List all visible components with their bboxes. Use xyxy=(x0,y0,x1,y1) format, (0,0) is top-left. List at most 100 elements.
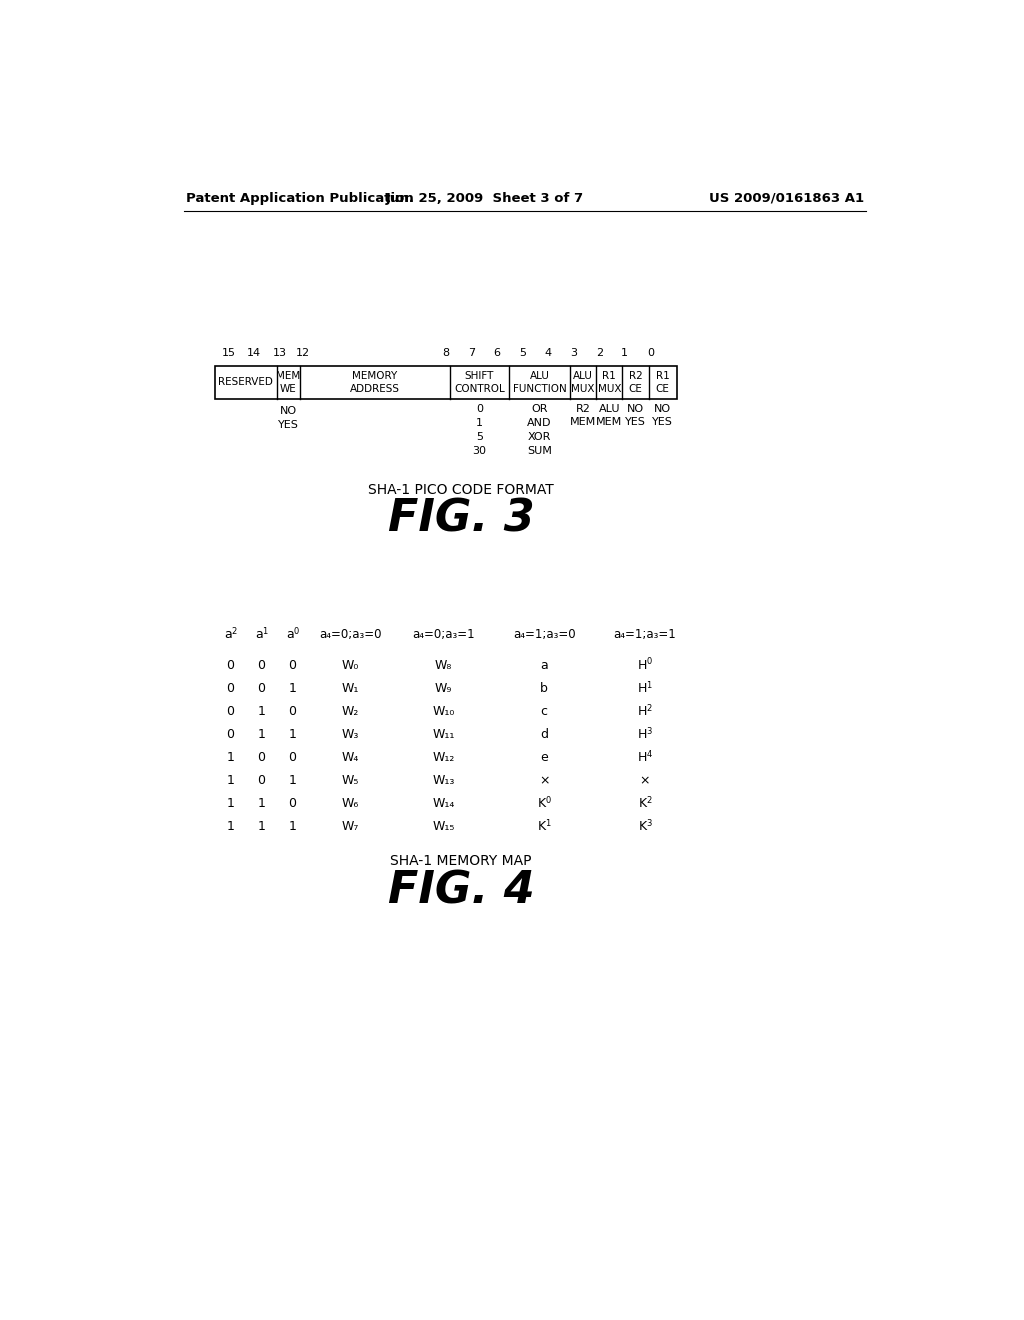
Text: 15: 15 xyxy=(222,348,236,358)
Text: K: K xyxy=(538,797,546,810)
Text: 0: 0 xyxy=(226,705,234,718)
Text: 0: 0 xyxy=(546,796,551,805)
Text: 14: 14 xyxy=(247,348,261,358)
Text: 3: 3 xyxy=(646,820,651,828)
Text: Patent Application Publication: Patent Application Publication xyxy=(186,191,414,205)
Text: a₄=0;a₃=1: a₄=0;a₃=1 xyxy=(412,628,475,640)
Text: 13: 13 xyxy=(273,348,287,358)
Text: SUM: SUM xyxy=(527,446,552,455)
Text: 1: 1 xyxy=(226,820,234,833)
Text: a: a xyxy=(286,628,294,640)
Text: 0: 0 xyxy=(257,681,265,694)
Text: 2: 2 xyxy=(646,704,651,713)
Text: 0: 0 xyxy=(226,727,234,741)
Text: RESERVED: RESERVED xyxy=(218,378,273,388)
Text: MEM: MEM xyxy=(596,417,623,426)
Text: W₄: W₄ xyxy=(342,751,359,764)
Text: 1: 1 xyxy=(226,774,234,787)
Text: W₂: W₂ xyxy=(342,705,359,718)
Text: FIG. 4: FIG. 4 xyxy=(388,870,535,913)
Text: 6: 6 xyxy=(494,348,501,358)
Text: W₁: W₁ xyxy=(342,681,359,694)
Text: 1: 1 xyxy=(257,727,265,741)
Text: NO: NO xyxy=(654,404,672,414)
Text: R1
CE: R1 CE xyxy=(655,371,670,393)
Text: ×: × xyxy=(640,774,650,787)
Text: SHIFT
CONTROL: SHIFT CONTROL xyxy=(454,371,505,393)
Text: 7: 7 xyxy=(468,348,475,358)
Text: 1: 1 xyxy=(476,418,483,428)
Text: W₁₁: W₁₁ xyxy=(432,727,455,741)
Text: 1: 1 xyxy=(289,727,296,741)
Text: H: H xyxy=(638,705,647,718)
Text: 0: 0 xyxy=(226,681,234,694)
Text: 1: 1 xyxy=(289,774,296,787)
Text: K: K xyxy=(639,797,647,810)
Text: 0: 0 xyxy=(647,348,654,358)
Text: H: H xyxy=(638,751,647,764)
Text: 1: 1 xyxy=(546,820,551,828)
Text: 5: 5 xyxy=(519,348,526,358)
Text: 4: 4 xyxy=(646,750,651,759)
Text: H: H xyxy=(638,727,647,741)
Text: US 2009/0161863 A1: US 2009/0161863 A1 xyxy=(710,191,864,205)
Text: SHA-1 MEMORY MAP: SHA-1 MEMORY MAP xyxy=(390,854,532,867)
Text: W₁₂: W₁₂ xyxy=(432,751,455,764)
Text: ×: × xyxy=(539,774,550,787)
Text: 0: 0 xyxy=(289,797,296,810)
Text: W₁₀: W₁₀ xyxy=(432,705,455,718)
Bar xyxy=(215,367,677,399)
Text: a: a xyxy=(224,628,231,640)
Text: XOR: XOR xyxy=(527,432,551,442)
Text: 0: 0 xyxy=(257,751,265,764)
Text: 1: 1 xyxy=(257,705,265,718)
Text: NO: NO xyxy=(280,407,297,416)
Text: W₁₃: W₁₃ xyxy=(432,774,455,787)
Text: R1
MUX: R1 MUX xyxy=(598,371,621,393)
Text: 0: 0 xyxy=(257,659,265,672)
Text: 0: 0 xyxy=(294,627,299,636)
Text: d: d xyxy=(541,727,548,741)
Text: e: e xyxy=(541,751,548,764)
Text: 1: 1 xyxy=(257,797,265,810)
Text: c: c xyxy=(541,705,548,718)
Text: 1: 1 xyxy=(622,348,629,358)
Text: Jun. 25, 2009  Sheet 3 of 7: Jun. 25, 2009 Sheet 3 of 7 xyxy=(385,191,584,205)
Text: ALU
FUNCTION: ALU FUNCTION xyxy=(513,371,566,393)
Text: K: K xyxy=(639,820,647,833)
Text: a₄=0;a₃=0: a₄=0;a₃=0 xyxy=(319,628,382,640)
Text: W₁₅: W₁₅ xyxy=(432,820,455,833)
Text: a₄=1;a₃=0: a₄=1;a₃=0 xyxy=(513,628,575,640)
Text: W₁₄: W₁₄ xyxy=(432,797,455,810)
Text: YES: YES xyxy=(626,417,646,426)
Text: 2: 2 xyxy=(596,348,603,358)
Text: b: b xyxy=(541,681,548,694)
Text: H: H xyxy=(638,659,647,672)
Text: ALU: ALU xyxy=(598,404,620,414)
Text: a₄=1;a₃=1: a₄=1;a₃=1 xyxy=(613,628,676,640)
Text: 1: 1 xyxy=(226,751,234,764)
Text: W₀: W₀ xyxy=(342,659,359,672)
Text: 1: 1 xyxy=(257,820,265,833)
Text: W₅: W₅ xyxy=(342,774,359,787)
Text: YES: YES xyxy=(278,420,299,430)
Text: 0: 0 xyxy=(289,659,296,672)
Text: R2: R2 xyxy=(575,404,591,414)
Text: W₇: W₇ xyxy=(342,820,359,833)
Text: 0: 0 xyxy=(289,751,296,764)
Text: 0: 0 xyxy=(646,657,651,667)
Text: 1: 1 xyxy=(262,627,268,636)
Text: 0: 0 xyxy=(257,774,265,787)
Text: W₃: W₃ xyxy=(342,727,359,741)
Text: MEM: MEM xyxy=(569,417,596,426)
Text: a: a xyxy=(255,628,263,640)
Text: 3: 3 xyxy=(570,348,578,358)
Text: 1: 1 xyxy=(226,797,234,810)
Text: 5: 5 xyxy=(476,432,483,442)
Text: OR: OR xyxy=(531,404,548,414)
Text: a: a xyxy=(541,659,548,672)
Text: ALU
MUX: ALU MUX xyxy=(571,371,595,393)
Text: 12: 12 xyxy=(296,348,310,358)
Text: R2
CE: R2 CE xyxy=(629,371,643,393)
Text: 2: 2 xyxy=(646,796,651,805)
